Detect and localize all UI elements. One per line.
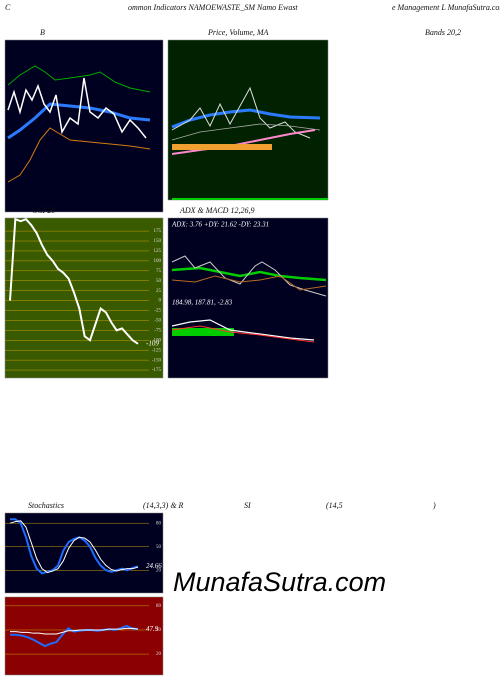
panel xyxy=(4,217,164,379)
macd-histogram xyxy=(172,328,234,336)
panel-label: (14,5 xyxy=(326,501,343,510)
y-tick-label: -175 xyxy=(152,368,162,373)
volume-band xyxy=(172,144,272,150)
panel-label: SI xyxy=(244,501,251,510)
y-tick-label: -150 xyxy=(152,358,162,363)
price-line xyxy=(171,86,311,139)
signal-line xyxy=(171,325,315,343)
y-tick-label: -100 xyxy=(152,338,162,343)
y-tick-label: 175 xyxy=(154,229,162,234)
rsi-panel: 80 50 20 47.9 xyxy=(4,596,164,676)
lower-band xyxy=(7,127,151,183)
y-tick-label: 25 xyxy=(156,289,162,294)
adx-text: ADX: 3.76 +DY: 21.62 -DY: 23.31 xyxy=(171,221,269,229)
header: e Management L MunafaSutra.com xyxy=(392,3,500,12)
panel xyxy=(4,596,164,676)
minus-di xyxy=(171,275,327,291)
panel-label: ) xyxy=(432,501,436,510)
panel xyxy=(167,217,329,379)
value-label: -109 xyxy=(146,339,159,347)
panel-label: Price, Volume, MA xyxy=(207,28,269,37)
y-tick-label: 80 xyxy=(156,521,162,526)
price-line xyxy=(7,77,147,139)
series-line xyxy=(9,520,139,574)
y-tick-label: 20 xyxy=(156,568,162,573)
y-tick-label: 50 xyxy=(156,628,162,633)
panel-label: B xyxy=(40,28,45,37)
y-tick-label: 50 xyxy=(156,279,162,284)
y-tick-label: 150 xyxy=(154,239,162,244)
ma-line xyxy=(171,129,316,155)
panel-label: CCI 20 xyxy=(32,206,55,215)
ma-line xyxy=(171,108,321,129)
y-tick-label: 80 xyxy=(156,604,162,609)
value-label: 24.66 xyxy=(146,562,162,570)
macd-line xyxy=(171,319,315,341)
panel-label: Bands 20,2 xyxy=(425,28,461,37)
header: ommon Indicators NAMOEWASTE_SM Namo Ewas… xyxy=(128,3,298,12)
header: C xyxy=(5,3,11,12)
y-tick-label: 50 xyxy=(156,545,162,550)
volume-bars xyxy=(172,198,328,200)
y-tick-label: 20 xyxy=(156,652,162,657)
series-line xyxy=(9,217,139,345)
panel xyxy=(4,512,164,594)
series-line xyxy=(10,518,139,575)
series-line xyxy=(10,627,139,635)
adx-line xyxy=(171,266,327,282)
panel-label: (14,3,3) & R xyxy=(143,501,184,510)
y-tick-label: -125 xyxy=(152,348,162,353)
cci-panel: 175 150 125 100 75 50 25 0 -25 -50 -75 -100 -125 -150… xyxy=(4,217,164,379)
upper-band xyxy=(7,65,151,93)
panel-label: ADX & MACD 12,26,9 xyxy=(179,206,254,215)
y-tick-label: -25 xyxy=(154,309,161,314)
middle-band xyxy=(7,102,151,140)
y-tick-label: 100 xyxy=(154,259,162,264)
plus-di xyxy=(171,255,327,297)
y-tick-label: 0 xyxy=(159,299,162,304)
y-tick-label: -50 xyxy=(154,319,161,324)
y-tick-label: 75 xyxy=(156,269,162,274)
ma-line xyxy=(171,123,321,141)
panel-label: Stochastics xyxy=(28,501,64,510)
macd-text: 184.98, 187.81, -2.83 xyxy=(172,299,233,307)
watermark: MunafaSutra.com xyxy=(173,567,386,597)
y-tick-label: -75 xyxy=(154,328,161,333)
panel xyxy=(4,39,164,213)
value-label: 47.9 xyxy=(146,625,159,633)
y-tick-label: 125 xyxy=(154,249,162,254)
